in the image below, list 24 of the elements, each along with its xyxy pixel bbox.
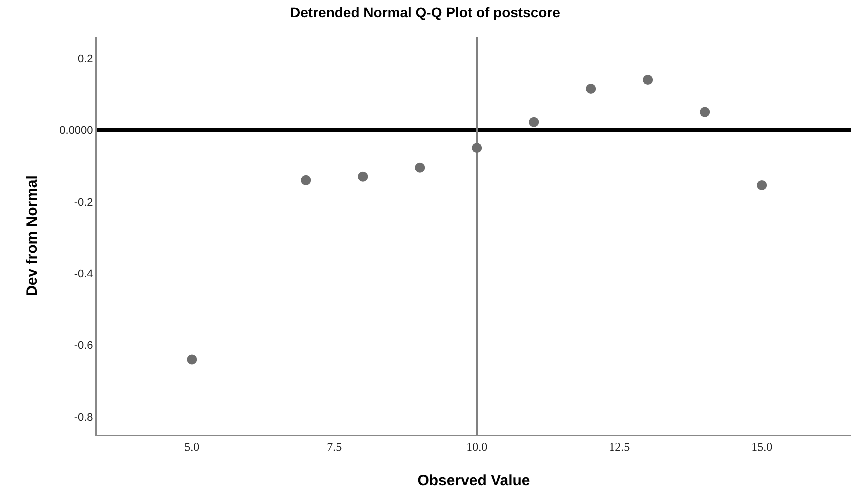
x-tick-label: 15.0	[752, 440, 773, 454]
x-axis-title: Observed Value	[418, 472, 530, 490]
point	[415, 162, 426, 173]
y-tick-label: -0.6	[74, 340, 94, 352]
point	[301, 175, 312, 186]
point	[187, 354, 198, 365]
point	[529, 117, 540, 128]
y-tick-label: 0.0000	[60, 125, 94, 138]
point	[472, 143, 482, 154]
x-tick-label: 10.0	[466, 440, 488, 454]
x-tick-label: 7.5	[327, 440, 342, 454]
chart-title: Detrended Normal Q-Q Plot of postscore	[290, 4, 561, 20]
y-tick-label: -0.8	[74, 412, 94, 424]
x-tick-label: 12.5	[609, 440, 630, 454]
point	[700, 107, 710, 118]
x-tick-label: 5.0	[184, 440, 200, 454]
y-tick-label: -0.2	[74, 196, 94, 209]
y-axis-title: Dev from Normal	[24, 176, 42, 296]
point	[586, 84, 596, 94]
y-tick-label: 0.2	[78, 53, 94, 66]
y-tick-label: -0.4	[74, 268, 94, 280]
point	[643, 75, 654, 86]
point	[757, 180, 768, 190]
point	[358, 172, 368, 182]
